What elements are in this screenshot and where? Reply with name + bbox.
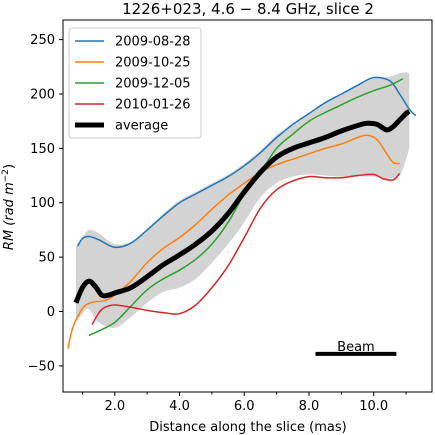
beam-annotation: Beam <box>315 340 397 356</box>
x-tick-label: 8.0 <box>299 399 320 414</box>
y-tick-label: 0 <box>47 305 55 320</box>
legend-label-1: 2009-10-25 <box>115 56 191 71</box>
y-axis: −50 0 50 100 150 200 250 <box>28 33 63 374</box>
legend-label-0: 2009-08-28 <box>115 35 191 50</box>
x-tick-label: 6.0 <box>234 399 255 414</box>
beam-label: Beam <box>337 340 375 355</box>
y-tick-label: 200 <box>30 87 55 102</box>
legend-box <box>68 27 202 139</box>
series-line-1 <box>67 134 400 349</box>
y-tick-label: 100 <box>30 196 55 211</box>
x-tick-label: 2.0 <box>104 399 125 414</box>
y-axis-label-exponent: −2 <box>1 169 11 182</box>
legend-label-3: 2010-01-26 <box>115 98 191 113</box>
series-line-3 <box>91 172 401 325</box>
x-axis: 2.0 4.0 6.0 8.0 10.0 <box>81 392 407 414</box>
y-tick-label: 150 <box>30 142 55 157</box>
x-tick-label: 4.0 <box>169 399 190 414</box>
series-line-4 <box>73 109 411 304</box>
legend-label-2: 2009-12-05 <box>115 77 191 92</box>
y-tick-label: 50 <box>38 251 55 266</box>
y-axis-label-close: ) <box>2 164 17 169</box>
plot-area: Beam <box>67 72 417 356</box>
y-tick-label: 250 <box>30 33 55 48</box>
plot-frame <box>62 19 433 393</box>
series-layer <box>67 76 417 349</box>
x-axis-label: Distance along the slice (mas) <box>149 420 346 435</box>
y-axis-label-main: RM (rad m <box>2 182 17 250</box>
y-tick-label: −50 <box>28 359 55 374</box>
x-tick-label: 10.0 <box>359 399 388 414</box>
legend-label-4: average <box>115 119 168 134</box>
y-axis-label: RM (rad m−2) <box>1 164 17 250</box>
chart-title: 1226+023, 4.6 − 8.4 GHz, slice 2 <box>122 0 374 18</box>
series-line-0 <box>76 76 417 249</box>
legend: 2009-08-28 2009-10-25 2009-12-05 2010-01-26… <box>68 27 202 139</box>
